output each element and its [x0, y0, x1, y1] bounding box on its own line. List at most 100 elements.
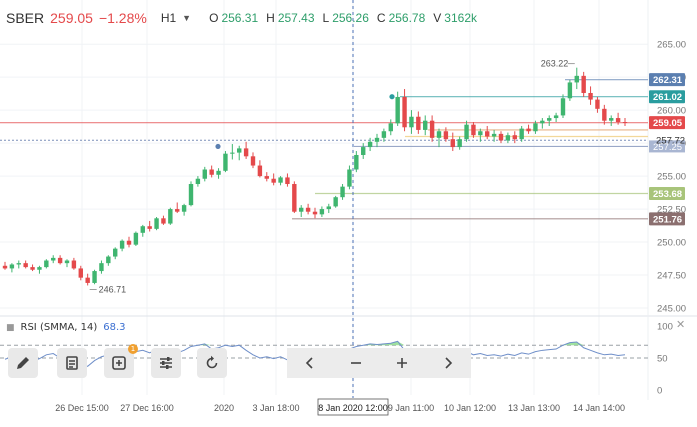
- crosshair-time-label: 8 Jan 2020 12:00: [318, 403, 388, 413]
- candle-body: [257, 165, 263, 177]
- candle-body: [574, 75, 579, 83]
- candle-body: [312, 211, 318, 215]
- candle-body: [388, 123, 393, 132]
- candle-body: [250, 156, 256, 166]
- settings-sliders-icon: [160, 357, 172, 369]
- time-tick-label: 9 Jan 11:00: [388, 403, 434, 413]
- price-level-label: 253.68: [653, 189, 682, 200]
- low-value: 256.26: [332, 11, 369, 25]
- candle-body: [64, 260, 70, 264]
- add-indicator-button[interactable]: 1: [104, 344, 138, 378]
- price-level-lines: [0, 79, 648, 220]
- notes-icon: [66, 356, 78, 370]
- rsi-header: ■ RSI (SMMA, 14) 68.3: [6, 322, 126, 333]
- price-tick-label: 247.50: [657, 271, 686, 282]
- candle-body: [485, 131, 490, 137]
- zoom-in-button[interactable]: [379, 348, 425, 378]
- candle-body: [106, 256, 111, 264]
- candle-body: [498, 133, 504, 141]
- rsi-tick-label: 100: [657, 322, 673, 333]
- candle-body: [181, 205, 187, 212]
- candle-body: [264, 176, 269, 179]
- high-label: H: [266, 11, 275, 25]
- high-annotation: 263.22: [541, 59, 569, 69]
- price-label-box: [649, 212, 685, 226]
- candle-body: [9, 264, 15, 269]
- indicator-count-badge: 1: [128, 344, 138, 354]
- candle-body: [457, 139, 462, 148]
- candle-body: [326, 206, 331, 210]
- candle-body: [237, 148, 242, 153]
- zoom-out-button[interactable]: [333, 348, 379, 378]
- candle-body: [57, 257, 63, 264]
- price-tick-label: 260.00: [657, 106, 686, 117]
- collapse-icon[interactable]: ■: [6, 322, 15, 333]
- reset-button[interactable]: [197, 348, 227, 378]
- candle-body: [99, 263, 104, 272]
- candle-body: [347, 169, 352, 187]
- price-annotations: 246.71 263.22: [89, 59, 575, 294]
- candle-body: [471, 124, 476, 136]
- candle-body: [409, 116, 414, 128]
- high-value: 257.43: [277, 11, 315, 25]
- zoom-in-icon: [397, 358, 407, 368]
- candle-body: [37, 267, 42, 270]
- candle-body: [113, 248, 118, 257]
- time-axis: 26 Dec 15:00 27 Dec 16:00 2020 3 Jan 18:00 9…: [55, 403, 625, 413]
- price-label-box: [649, 140, 685, 153]
- candle-body: [188, 184, 194, 206]
- candle-body: [299, 207, 304, 212]
- candle-body: [512, 135, 517, 140]
- time-tick-label: 14 Jan 14:00: [573, 403, 625, 413]
- notes-button[interactable]: [57, 348, 87, 378]
- settings-button[interactable]: [151, 348, 181, 378]
- candle-body: [78, 268, 83, 278]
- candle-body: [223, 153, 228, 171]
- open-value: 256.31: [221, 11, 259, 25]
- candle-body: [44, 260, 49, 268]
- candle-body: [450, 139, 455, 148]
- price-change: −1.28%: [98, 10, 147, 26]
- candle-body: [92, 271, 97, 283]
- price-tick-label: 250.00: [657, 238, 686, 249]
- candle-body: [278, 177, 283, 183]
- candle-body: [209, 169, 214, 175]
- rsi-tick-label: 0: [657, 386, 662, 397]
- candle-body: [560, 98, 566, 116]
- scroll-left-button[interactable]: [287, 348, 333, 378]
- candle-body: [381, 131, 387, 138]
- candle-body: [602, 108, 607, 121]
- time-tick-label: 10 Jan 12:00: [444, 403, 496, 413]
- candlestick-series: [2, 67, 628, 286]
- pencil-icon: [17, 357, 29, 369]
- time-tick-label: 13 Jan 13:00: [508, 403, 560, 413]
- candle-body: [168, 209, 173, 224]
- candle-body: [133, 232, 139, 245]
- rsi-tick-label: 50: [657, 354, 668, 365]
- timeframe-selector[interactable]: H1: [160, 11, 177, 25]
- crosshair-price-label: 257.72: [656, 136, 685, 147]
- candle-body: [154, 218, 159, 229]
- price-tick-label: 252.50: [657, 205, 686, 216]
- rsi-value: 68.3: [103, 322, 126, 333]
- candle-body: [195, 178, 201, 185]
- candle-body: [615, 118, 621, 123]
- volume-label: V: [433, 11, 442, 25]
- time-tick-label: 27 Dec 16:00: [120, 403, 174, 413]
- symbol-name[interactable]: SBER: [6, 10, 45, 26]
- scroll-right-button[interactable]: [425, 348, 471, 378]
- candle-body: [478, 131, 483, 136]
- candle-body: [23, 263, 28, 268]
- draw-button[interactable]: [8, 348, 38, 378]
- price-level-label: 262.31: [653, 75, 683, 86]
- candle-body: [581, 75, 586, 93]
- timeframe-dropdown-icon[interactable]: ▼: [182, 13, 192, 23]
- candle-body: [271, 178, 276, 183]
- candle-body: [519, 128, 524, 140]
- candle-body: [533, 123, 538, 132]
- close-label: C: [376, 11, 386, 25]
- close-pane-icon[interactable]: ✕: [676, 319, 686, 331]
- time-tick-label: 3 Jan 18:00: [252, 403, 299, 413]
- candle-body: [333, 197, 338, 207]
